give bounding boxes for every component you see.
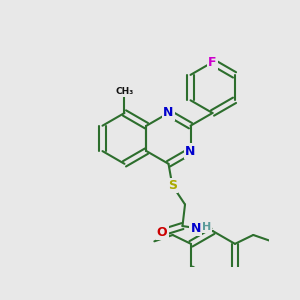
Text: N: N <box>190 222 201 235</box>
Text: N: N <box>163 106 174 119</box>
Text: CH₃: CH₃ <box>116 87 134 96</box>
Text: F: F <box>208 56 217 69</box>
Text: O: O <box>157 226 167 239</box>
Text: H: H <box>202 222 211 232</box>
Text: N: N <box>185 145 196 158</box>
Text: S: S <box>168 179 177 192</box>
